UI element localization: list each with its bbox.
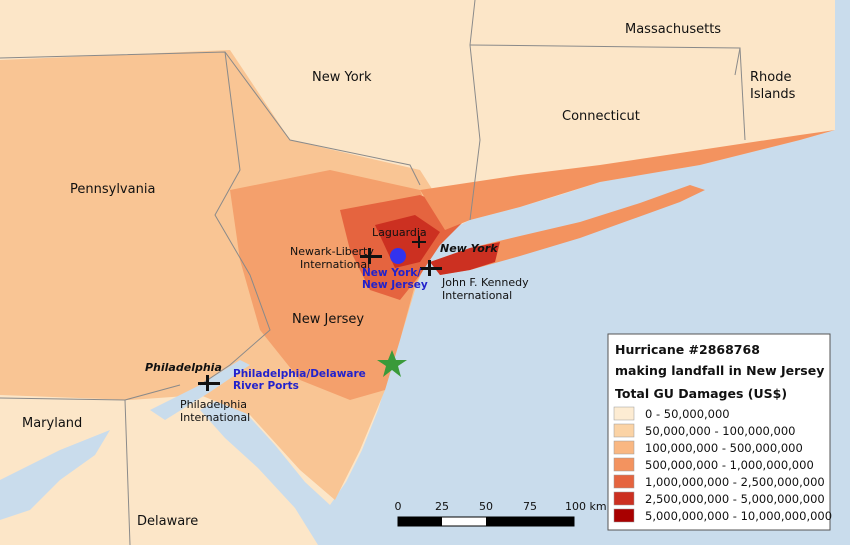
- port-label: New York/New Jersey: [362, 267, 428, 291]
- scale-bar: 0 25 50 75 100 km: [395, 500, 607, 527]
- airport-label: Philadelphia: [180, 398, 247, 411]
- legend-subtitle: Total GU Damages (US$): [615, 386, 787, 401]
- landfall-marker: [377, 350, 407, 377]
- legend-label: 5,000,000,000 - 10,000,000,000: [645, 509, 832, 523]
- legend-swatch: [613, 491, 635, 506]
- city-label: Philadelphia: [145, 361, 222, 374]
- port-label: River Ports: [233, 380, 299, 392]
- legend-title: making landfall in New Jersey: [615, 363, 824, 378]
- airport-label: International: [180, 411, 250, 424]
- airport-label: International: [442, 289, 512, 302]
- port-marker: [390, 248, 406, 264]
- legend-label: 0 - 50,000,000: [645, 407, 730, 421]
- legend-label: 50,000,000 - 100,000,000: [645, 424, 795, 438]
- scale-label: 0: [395, 500, 402, 513]
- state-label: Islands: [750, 87, 796, 102]
- airport-icons: [198, 236, 442, 391]
- airport-label: Laguardia: [372, 226, 427, 239]
- legend-label: 100,000,000 - 500,000,000: [645, 441, 803, 455]
- state-label: Maryland: [22, 416, 82, 431]
- legend-swatch: [613, 457, 635, 472]
- legend-swatch: [613, 406, 635, 421]
- port-label: Philadelphia/Delaware: [233, 368, 366, 380]
- legend-label: 500,000,000 - 1,000,000,000: [645, 458, 814, 472]
- state-label: New Jersey: [292, 312, 364, 327]
- city-label: New York: [440, 242, 498, 255]
- legend-box: [607, 333, 831, 531]
- scale-bar-segment: [398, 517, 442, 526]
- scale-label: 25: [435, 500, 449, 513]
- scale-label: 75: [523, 500, 537, 513]
- port-label: New Jersey: [362, 279, 428, 291]
- scale-bar-segment: [486, 517, 574, 526]
- state-label: Delaware: [137, 514, 198, 529]
- state-label: New York: [312, 70, 372, 85]
- legend-swatch: [613, 423, 635, 438]
- legend: Hurricane #2868768 making landfall in Ne…: [607, 333, 832, 531]
- state-label: Connecticut: [562, 109, 640, 124]
- state-label: Rhode: [750, 70, 791, 85]
- legend-label: 1,000,000,000 - 2,500,000,000: [645, 475, 825, 489]
- airport-label: International: [300, 258, 370, 271]
- legend-title: Hurricane #2868768: [615, 342, 760, 357]
- airport-label: Newark-Liberty International: [290, 245, 374, 271]
- port-label: New York/: [362, 267, 421, 279]
- long-island: [430, 185, 705, 275]
- legend-swatch: [613, 508, 635, 523]
- state-borders: [0, 0, 746, 545]
- airport-label: Newark-Liberty: [290, 245, 374, 258]
- state-label: Massachusetts: [625, 22, 721, 37]
- port-label: Philadelphia/Delaware River Ports: [233, 368, 366, 392]
- scale-label: 100 km: [565, 500, 607, 513]
- legend-label: 2,500,000,000 - 5,000,000,000: [645, 492, 825, 506]
- airport-label: John F. Kennedy International: [441, 276, 529, 302]
- airport-label: Philadelphia International: [180, 398, 250, 424]
- river: [150, 360, 250, 420]
- scale-label: 50: [479, 500, 493, 513]
- legend-swatch: [613, 474, 635, 489]
- airport-label: John F. Kennedy: [441, 276, 529, 289]
- state-label: Pennsylvania: [70, 182, 155, 197]
- legend-swatch: [613, 440, 635, 455]
- coastal-damage-zone: [420, 130, 835, 230]
- bay: [0, 430, 110, 520]
- long-island: [430, 242, 500, 275]
